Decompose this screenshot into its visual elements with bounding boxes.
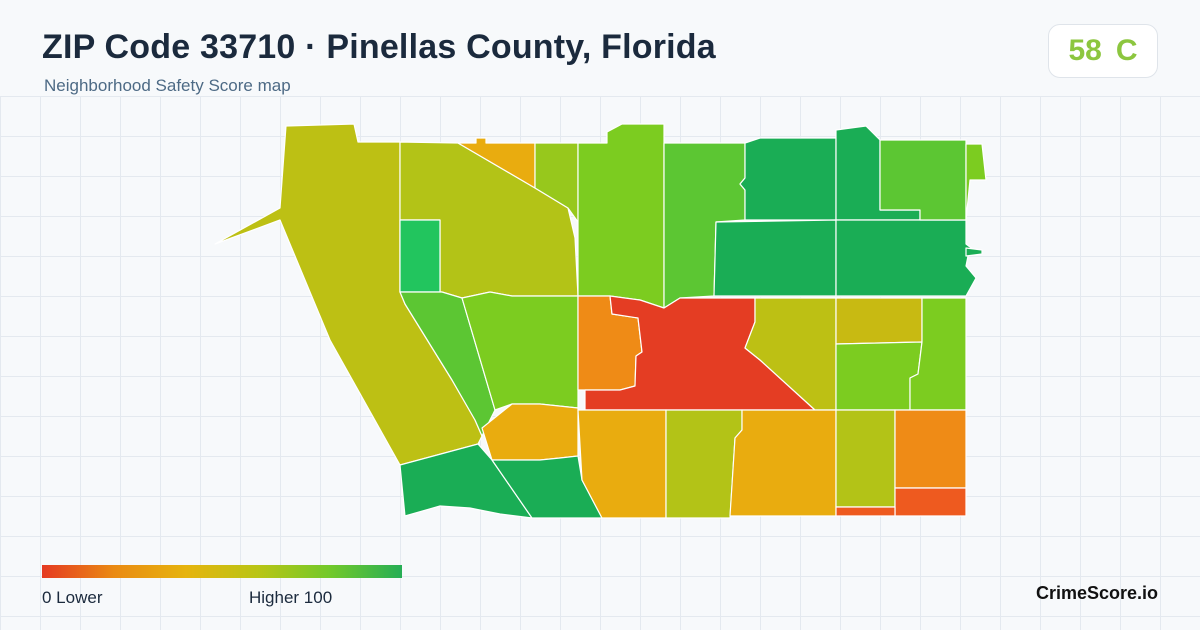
map-region[interactable] [739, 137, 837, 221]
map-region[interactable] [965, 247, 983, 257]
map-region[interactable] [399, 291, 496, 437]
brand-logo-text: CrimeScore.io [1035, 583, 1158, 603]
legend-color-scale [42, 565, 402, 578]
map-region[interactable] [481, 403, 579, 461]
map-region[interactable] [894, 409, 967, 489]
map-region[interactable] [399, 219, 441, 293]
map-region[interactable] [399, 443, 533, 519]
map-region[interactable] [909, 297, 967, 411]
map-region[interactable] [835, 219, 977, 297]
score-grade: C [1115, 34, 1138, 67]
map-region[interactable] [879, 139, 967, 221]
map-region[interactable] [835, 506, 896, 517]
map-region[interactable] [729, 409, 837, 517]
legend-min-label: 0 Lower [42, 588, 103, 607]
page-subtitle: Neighborhood Safety Score map [44, 76, 291, 95]
map-region[interactable] [894, 487, 967, 517]
map-region[interactable] [713, 219, 837, 297]
map-region[interactable] [577, 409, 667, 519]
legend-max-label: Higher 100 [249, 588, 333, 607]
map-region[interactable] [835, 341, 923, 411]
map-region[interactable] [965, 143, 987, 221]
score-value: 58 [1068, 34, 1102, 67]
map-region[interactable] [534, 142, 579, 223]
safety-score-badge: 58 C [1048, 24, 1158, 78]
map-region[interactable] [577, 123, 665, 309]
map-region[interactable] [835, 409, 896, 508]
map-region[interactable] [491, 455, 603, 519]
page-title: ZIP Code 33710 · Pinellas County, Florid… [42, 28, 716, 66]
map-region[interactable] [835, 297, 923, 345]
